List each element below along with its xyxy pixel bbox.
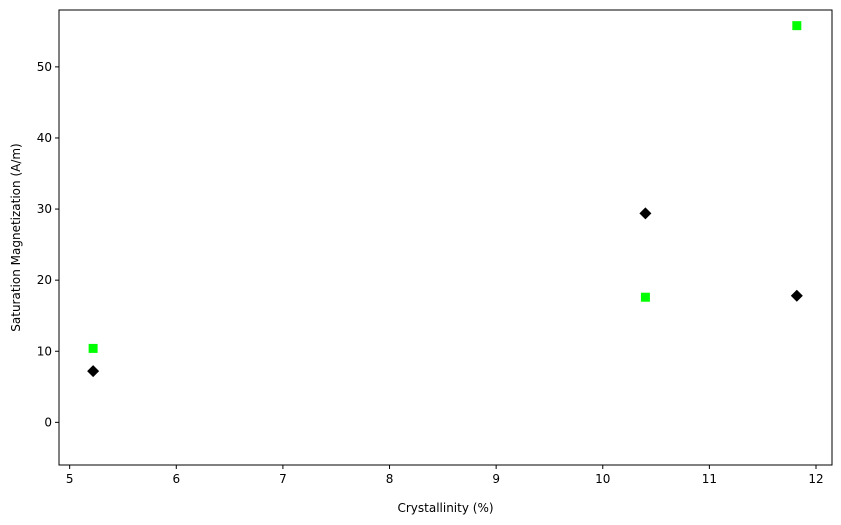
x-tick-label: 5 [66, 472, 74, 486]
y-axis-label: Saturation Magnetization (A/m) [9, 143, 23, 331]
y-tick-label: 0 [44, 415, 52, 429]
y-axis-ticks: 0 10 20 30 40 50 [37, 60, 59, 429]
square-data-point [792, 21, 802, 31]
x-tick-label: 8 [386, 472, 394, 486]
y-tick-label: 40 [37, 131, 52, 145]
data-points [87, 21, 803, 378]
x-tick-label: 12 [808, 472, 823, 486]
diamond-data-point [639, 207, 652, 220]
y-tick-label: 30 [37, 202, 52, 216]
x-tick-label: 11 [702, 472, 717, 486]
x-tick-label: 7 [279, 472, 287, 486]
x-tick-label: 6 [172, 472, 180, 486]
x-tick-label: 10 [595, 472, 610, 486]
diamond-data-point [87, 365, 100, 378]
y-tick-label: 10 [37, 344, 52, 358]
square-data-point [88, 343, 98, 353]
x-axis-ticks: 5 6 7 8 9 10 11 12 [66, 465, 824, 486]
x-axis-label: Crystallinity (%) [397, 501, 493, 515]
plot-area-frame [58, 9, 833, 466]
x-tick-label: 9 [492, 472, 500, 486]
y-tick-label: 50 [37, 60, 52, 74]
square-data-point [640, 292, 650, 302]
diamond-data-point [790, 289, 803, 302]
y-tick-label: 20 [37, 273, 52, 287]
